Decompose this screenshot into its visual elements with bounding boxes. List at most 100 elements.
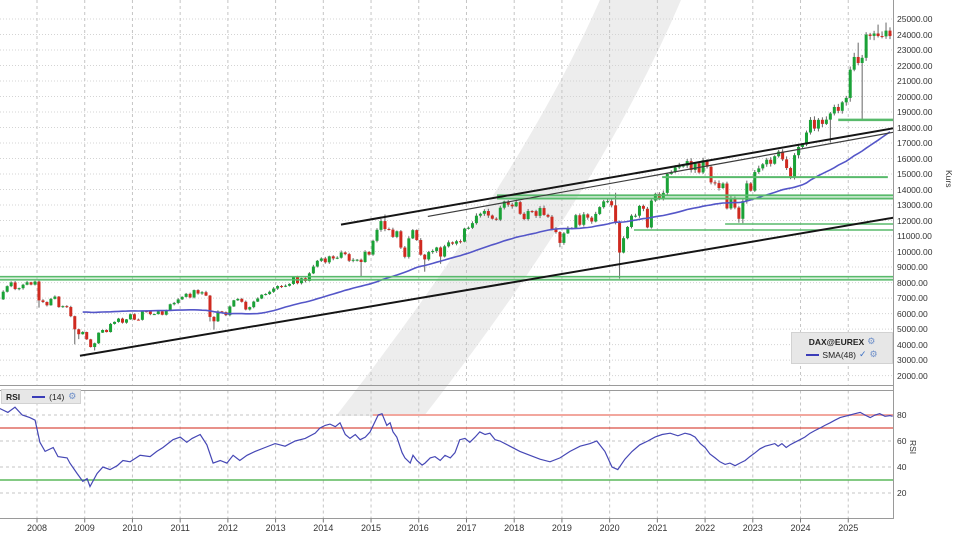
gear-icon[interactable]: ⚙ <box>867 336 876 346</box>
candle-body <box>81 332 85 335</box>
candle-body <box>626 226 630 239</box>
candle-body <box>1 291 5 300</box>
upper-channel-line-a[interactable] <box>340 127 894 226</box>
candle-body <box>395 231 399 237</box>
upper-channel-line-b[interactable] <box>427 131 894 218</box>
candle-body <box>789 168 793 177</box>
candle-body <box>21 284 25 289</box>
candle-body <box>777 151 781 157</box>
candle-body <box>486 211 490 216</box>
candle-body <box>331 256 335 259</box>
candle-body <box>443 246 447 257</box>
legend-row-instrument: DAX@EUREX ⚙ <box>796 335 888 348</box>
gear-icon[interactable]: ⚙ <box>68 391 77 401</box>
candle-body <box>455 241 459 244</box>
candle-body <box>526 211 530 220</box>
candle-body <box>164 310 168 315</box>
candle-body <box>244 301 248 310</box>
candle-body <box>152 314 156 316</box>
candle-body <box>188 293 192 298</box>
candle-body <box>502 201 506 208</box>
candle-body <box>212 316 216 322</box>
candle-body <box>470 223 474 228</box>
candle-body <box>717 183 721 189</box>
rsi-period-label: (14) <box>49 391 65 402</box>
candle-body <box>713 182 717 184</box>
candle-body <box>498 207 502 220</box>
candle-body <box>884 30 888 37</box>
candle-body <box>542 208 546 215</box>
candle-body <box>478 213 482 216</box>
candle-body <box>13 282 17 290</box>
candle-body <box>793 155 797 177</box>
candle-body <box>371 240 375 255</box>
candle-body <box>120 318 124 323</box>
candle-body <box>824 119 828 124</box>
rsi-legend: RSI (14) ⚙ <box>1 389 82 404</box>
candle-body <box>848 69 852 98</box>
candle-body <box>73 316 77 330</box>
candle-body <box>323 258 327 263</box>
candle-body <box>148 311 152 315</box>
candle-body <box>53 296 57 299</box>
candle-body <box>248 307 252 310</box>
candle-body <box>33 281 37 285</box>
candle-body <box>530 211 534 213</box>
candle-body <box>41 300 45 302</box>
candle-body <box>65 306 69 308</box>
candle-body <box>749 183 753 191</box>
candle-body <box>494 218 498 220</box>
candle-body <box>816 119 820 129</box>
candle-body <box>868 34 872 36</box>
sma-label: SMA(48) <box>822 349 856 360</box>
candle-body <box>109 323 113 333</box>
candle-body <box>335 257 339 259</box>
candle-body <box>57 296 61 308</box>
candle-body <box>367 251 371 255</box>
candle-body <box>93 343 97 348</box>
rsi-axis-title: RSI <box>908 440 918 455</box>
candle-body <box>435 247 439 251</box>
candle-body <box>240 298 244 302</box>
candle-body <box>232 300 236 307</box>
candle-body <box>490 215 494 219</box>
check-icon[interactable]: ✓ <box>858 349 867 359</box>
lower-channel-line[interactable] <box>79 216 894 357</box>
candle-body <box>228 306 232 316</box>
candle-body <box>876 33 880 37</box>
candle-body <box>407 238 411 257</box>
sma-line-sample-icon <box>806 353 820 356</box>
candle-body <box>582 214 586 225</box>
candle-body <box>268 291 272 295</box>
candle-body <box>614 205 618 223</box>
candle-body <box>534 211 538 216</box>
candle-body <box>117 318 121 322</box>
gear-icon[interactable]: ⚙ <box>869 349 878 359</box>
candle-body <box>128 314 132 320</box>
candle-body <box>602 201 606 208</box>
candle-body <box>558 232 562 243</box>
candle-body <box>419 240 423 255</box>
candle-body <box>665 173 669 193</box>
candle-body <box>622 238 626 253</box>
candle-body <box>482 211 486 214</box>
candle-body <box>828 113 832 120</box>
candle-body <box>554 229 558 233</box>
candle-body <box>586 214 590 218</box>
candle-body <box>200 292 204 294</box>
candle-body <box>77 329 81 335</box>
candle-body <box>797 146 801 156</box>
candle-body <box>677 165 681 168</box>
candle-body <box>105 330 109 333</box>
candle-body <box>140 311 144 320</box>
candle-body <box>89 339 93 348</box>
candle-body <box>343 252 347 255</box>
candle-body <box>606 201 610 203</box>
candle-body <box>9 282 13 287</box>
candle-body <box>319 258 323 261</box>
panel-borders <box>0 0 894 523</box>
candle-body <box>220 311 224 313</box>
candle-body <box>45 301 49 306</box>
candle-body <box>765 159 769 165</box>
